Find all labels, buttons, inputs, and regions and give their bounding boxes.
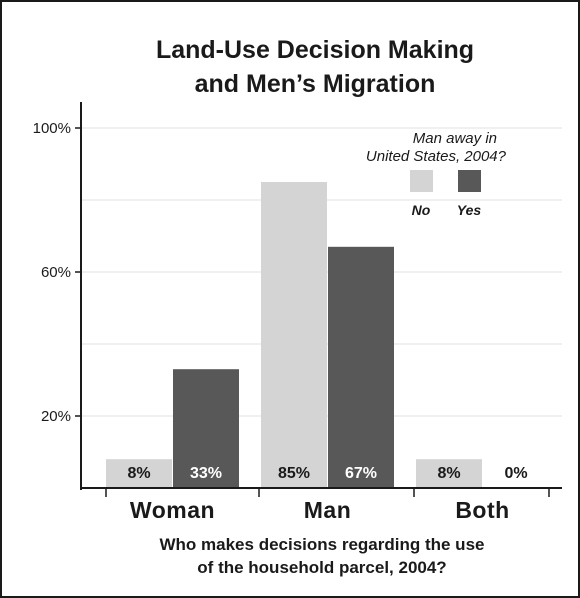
x-axis-ticks: [105, 488, 550, 497]
category-label-both: Both: [455, 497, 509, 523]
data-label: 0%: [504, 465, 527, 482]
data-label: 8%: [437, 465, 460, 482]
chart-title-line-1: Land-Use Decision Making: [156, 36, 474, 64]
legend-swatch-yes: [458, 170, 481, 192]
bar-both-no: [416, 459, 482, 488]
bar-man-yes: [328, 246, 394, 488]
category-label-man: Man: [304, 497, 352, 523]
data-labels: 8% 33% 85% 67% 8% 0%: [127, 465, 527, 482]
x-axis-title-line-2: of the household parcel, 2004?: [197, 558, 446, 577]
legend-title-line-1: Man away in: [413, 130, 497, 147]
legend-label-no: No: [412, 202, 431, 218]
legend-label-yes: Yes: [457, 202, 482, 218]
bar-woman-yes: [173, 369, 239, 488]
chart-title-line-2: and Men’s Migration: [195, 70, 436, 98]
y-tick-label: 100%: [33, 120, 71, 137]
data-label: 8%: [127, 465, 150, 482]
bar-man-no: [261, 182, 327, 488]
data-label: 33%: [190, 465, 222, 482]
data-label: 67%: [345, 465, 377, 482]
bars: [106, 182, 482, 488]
y-tick-label: 60%: [41, 264, 71, 281]
y-tick-label: 20%: [41, 408, 71, 425]
legend-title-line-2: United States, 2004?: [366, 148, 507, 165]
legend-swatch-no: [410, 170, 433, 192]
legend: Man away in United States, 2004? No Yes: [366, 130, 507, 218]
category-labels: Woman Man Both: [130, 497, 509, 523]
y-tick-labels: 20% 60% 100%: [33, 120, 81, 425]
x-axis-title-line-1: Who makes decisions regarding the use: [160, 535, 485, 554]
data-label: 85%: [278, 465, 310, 482]
bar-woman-no: [106, 459, 172, 488]
category-label-woman: Woman: [130, 497, 215, 523]
